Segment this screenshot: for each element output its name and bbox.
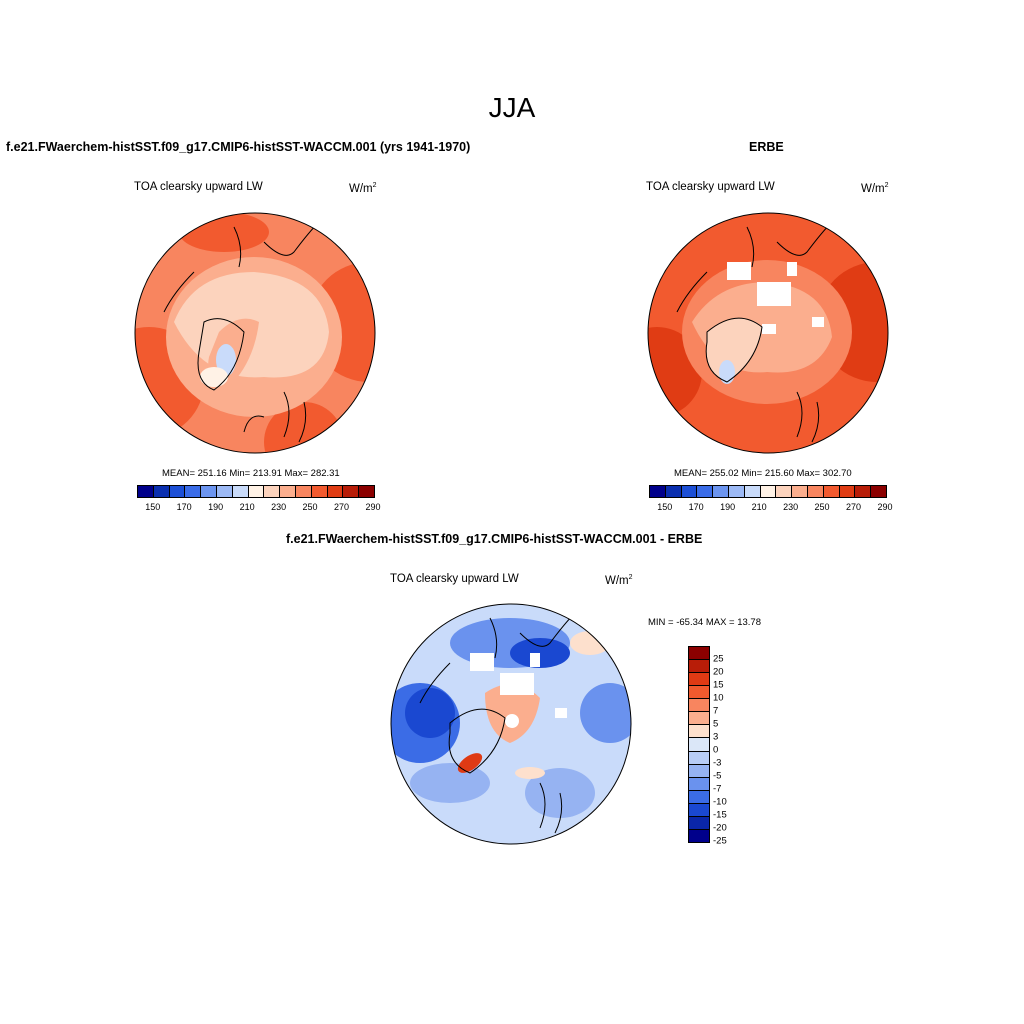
colorbar-cell	[689, 777, 709, 791]
colorbar-tick-label: 230	[783, 502, 799, 512]
colorbar-tick-label: -15	[713, 809, 727, 821]
colorbar-cell	[689, 673, 709, 687]
colorbar-cell	[311, 486, 328, 497]
panel2-units: W/m2	[861, 182, 889, 195]
colorbar-tick-label: 170	[688, 502, 704, 512]
colorbar-cell	[153, 486, 170, 497]
colorbar-cell	[689, 790, 709, 804]
panel1-units: W/m2	[349, 182, 377, 195]
colorbar-tick-label: 250	[302, 502, 318, 512]
colorbar-cell	[216, 486, 233, 497]
panel1-colorbar	[137, 485, 375, 498]
panel3-colorbar-labels: 25 20 15 10 7 5 3 0 -3 -5 -7 -10 -15 -20 -25	[713, 646, 753, 847]
season-title: JJA	[488, 92, 536, 123]
colorbar-cell	[713, 486, 729, 497]
colorbar-cell	[823, 486, 840, 497]
panel1-title: f.e21.FWaerchem-histSST.f09_g17.CMIP6-hi…	[6, 140, 471, 154]
panel3-map	[390, 603, 632, 845]
panel3-units: W/m2	[605, 574, 633, 587]
colorbar-cell	[855, 486, 872, 497]
colorbar-tick-label: 20	[713, 666, 724, 678]
colorbar-tick-label: -25	[713, 835, 727, 847]
colorbar-tick-label: 10	[713, 692, 724, 704]
colorbar-cell	[871, 486, 886, 497]
colorbar-tick-label: 210	[751, 502, 767, 512]
panel2-stats: MEAN= 255.02 Min= 215.60 Max= 302.70	[674, 468, 852, 479]
colorbar-cell	[776, 486, 793, 497]
colorbar-cell	[169, 486, 186, 497]
colorbar-tick-label: -7	[713, 783, 722, 795]
colorbar-tick-label: 5	[713, 718, 719, 730]
colorbar-cell	[807, 486, 824, 497]
colorbar-tick-label: 290	[877, 502, 893, 512]
colorbar-tick-label: 15	[713, 679, 724, 691]
colorbar-cell	[650, 486, 666, 497]
colorbar-tick-label: 190	[208, 502, 224, 512]
colorbar-cell	[744, 486, 761, 497]
panel2-variable: TOA clearsky upward LW	[646, 181, 775, 193]
panel3-stats: MIN = -65.34 MAX = 13.78	[648, 617, 762, 628]
colorbar-cell	[264, 486, 281, 497]
colorbar-cell	[760, 486, 777, 497]
colorbar-tick-label: 250	[814, 502, 830, 512]
panel1-map	[134, 212, 376, 454]
colorbar-cell	[689, 660, 709, 674]
colorbar-cell	[665, 486, 682, 497]
panel2-colorbar	[649, 485, 887, 498]
colorbar-tick-label: -10	[713, 796, 727, 808]
colorbar-cell	[792, 486, 808, 497]
colorbar-cell	[689, 712, 709, 726]
colorbar-tick-label: 270	[334, 502, 350, 512]
colorbar-cell	[689, 829, 709, 842]
colorbar-cell	[689, 647, 709, 661]
colorbar-tick-label: 25	[713, 653, 724, 665]
colorbar-cell	[689, 686, 709, 700]
colorbar-cell	[138, 486, 154, 497]
colorbar-cell	[681, 486, 698, 497]
colorbar-cell	[689, 738, 709, 752]
colorbar-tick-label: 170	[176, 502, 192, 512]
panel2-title: ERBE	[749, 140, 784, 154]
colorbar-tick-label: 7	[713, 705, 719, 717]
colorbar-tick-label: 210	[239, 502, 255, 512]
panel3-colorbar	[688, 646, 710, 843]
colorbar-cell	[295, 486, 312, 497]
colorbar-cell	[689, 699, 709, 713]
colorbar-tick-label: 230	[271, 502, 287, 512]
colorbar-cell	[343, 486, 360, 497]
colorbar-tick-label: 0	[713, 744, 719, 756]
colorbar-tick-label: 150	[145, 502, 161, 512]
panel1-colorbar-labels: 150 170 190 210 230 250 270 290	[137, 502, 380, 516]
panel3-variable: TOA clearsky upward LW	[390, 573, 519, 585]
colorbar-tick-label: -3	[713, 757, 722, 769]
colorbar-tick-label: 190	[720, 502, 736, 512]
colorbar-tick-label: 290	[365, 502, 381, 512]
colorbar-cell	[359, 486, 374, 497]
colorbar-cell	[689, 725, 709, 739]
colorbar-tick-label: 3	[713, 731, 719, 743]
panel2-map	[647, 212, 889, 454]
colorbar-cell	[185, 486, 202, 497]
colorbar-cell	[697, 486, 714, 497]
colorbar-cell	[327, 486, 344, 497]
panel1-stats: MEAN= 251.16 Min= 213.91 Max= 282.31	[162, 468, 340, 479]
colorbar-cell	[689, 803, 709, 817]
colorbar-cell	[689, 816, 709, 830]
panel2-colorbar-labels: 150 170 190 210 230 250 270 290	[649, 502, 892, 516]
colorbar-tick-label: -5	[713, 770, 722, 782]
colorbar-cell	[689, 751, 709, 765]
colorbar-cell	[232, 486, 249, 497]
colorbar-tick-label: -20	[713, 822, 727, 834]
panel1-variable: TOA clearsky upward LW	[134, 181, 263, 193]
colorbar-tick-label: 270	[846, 502, 862, 512]
colorbar-cell	[201, 486, 217, 497]
colorbar-cell	[248, 486, 265, 497]
panel3-title: f.e21.FWaerchem-histSST.f09_g17.CMIP6-hi…	[286, 532, 703, 546]
colorbar-tick-label: 150	[657, 502, 673, 512]
colorbar-cell	[728, 486, 745, 497]
colorbar-cell	[689, 764, 709, 778]
colorbar-cell	[839, 486, 856, 497]
colorbar-cell	[280, 486, 296, 497]
